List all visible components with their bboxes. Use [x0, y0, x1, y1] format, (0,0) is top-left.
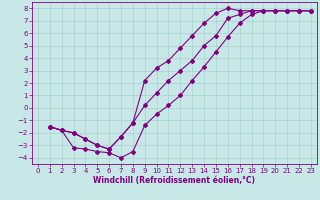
X-axis label: Windchill (Refroidissement éolien,°C): Windchill (Refroidissement éolien,°C) — [93, 176, 255, 185]
